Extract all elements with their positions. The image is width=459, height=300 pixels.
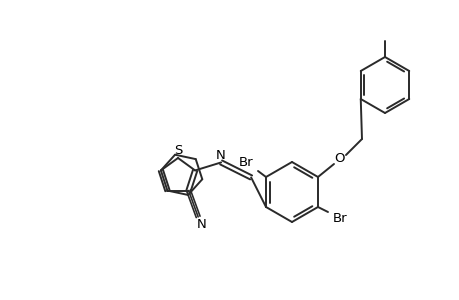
Text: O: O <box>334 152 345 166</box>
Text: S: S <box>174 145 182 158</box>
Text: N: N <box>196 218 206 231</box>
Text: Br: Br <box>238 157 253 169</box>
Text: N: N <box>216 149 225 162</box>
Text: Br: Br <box>332 212 347 226</box>
